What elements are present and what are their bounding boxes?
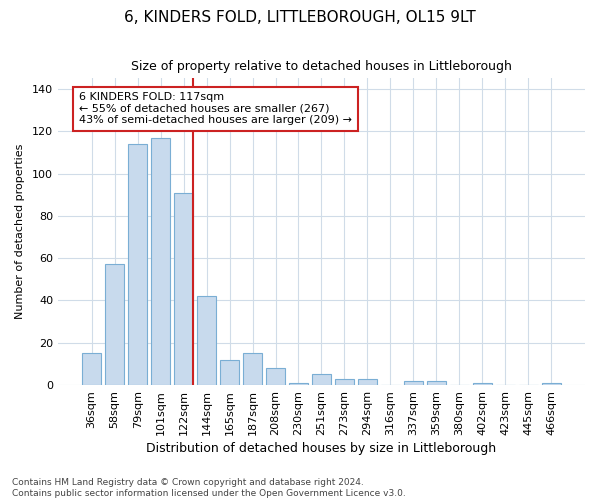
Bar: [105, 264, 124, 385]
Title: Size of property relative to detached houses in Littleborough: Size of property relative to detached ho…: [131, 60, 512, 73]
Bar: [82, 354, 101, 385]
Bar: [542, 383, 561, 385]
Text: 6, KINDERS FOLD, LITTLEBOROUGH, OL15 9LT: 6, KINDERS FOLD, LITTLEBOROUGH, OL15 9LT: [124, 10, 476, 25]
Text: Contains HM Land Registry data © Crown copyright and database right 2024.
Contai: Contains HM Land Registry data © Crown c…: [12, 478, 406, 498]
Bar: [427, 381, 446, 385]
Bar: [311, 374, 331, 385]
Bar: [335, 378, 354, 385]
Bar: [128, 144, 148, 385]
Y-axis label: Number of detached properties: Number of detached properties: [15, 144, 25, 320]
X-axis label: Distribution of detached houses by size in Littleborough: Distribution of detached houses by size …: [146, 442, 497, 455]
Bar: [473, 383, 492, 385]
Bar: [266, 368, 285, 385]
Bar: [174, 192, 193, 385]
Text: 6 KINDERS FOLD: 117sqm
← 55% of detached houses are smaller (267)
43% of semi-de: 6 KINDERS FOLD: 117sqm ← 55% of detached…: [79, 92, 352, 126]
Bar: [243, 354, 262, 385]
Bar: [358, 378, 377, 385]
Bar: [197, 296, 217, 385]
Bar: [151, 138, 170, 385]
Bar: [220, 360, 239, 385]
Bar: [289, 383, 308, 385]
Bar: [404, 381, 423, 385]
